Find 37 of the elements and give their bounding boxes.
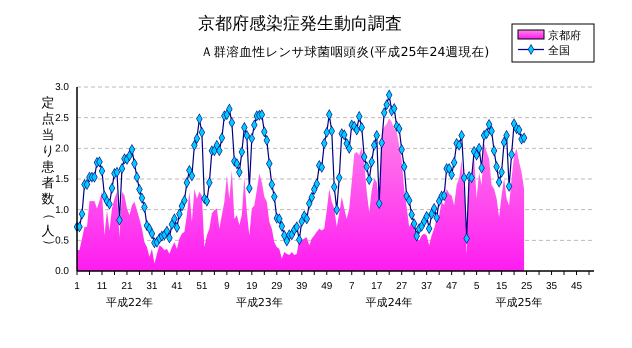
y-tick-label: 1.5 [55, 174, 70, 186]
x-tick-label: 25 [521, 281, 533, 292]
x-tick-label: 51 [196, 281, 208, 292]
x-tick-label: 19 [246, 281, 258, 292]
x-tick-label: 15 [496, 281, 508, 292]
text: 平成25年 [496, 296, 543, 309]
legend-label: 全国 [548, 44, 570, 57]
y-tick-label: 0.5 [55, 236, 70, 247]
y-tick-label: 0.0 [55, 266, 70, 278]
x-tick-label: 35 [546, 281, 558, 292]
y-tick-label: 2.5 [55, 112, 70, 124]
chart-title: 京都府感染症発生動向調査 [198, 14, 402, 34]
x-tick-label: 49 [321, 281, 333, 292]
y-tick-label: 3.0 [55, 82, 70, 94]
x-tick-label: 17 [371, 281, 383, 292]
text: 平成24年 [366, 296, 413, 309]
x-tick-label: 9 [224, 281, 230, 292]
x-tick-label: 1 [74, 281, 80, 292]
x-tick-label: 41 [171, 281, 183, 292]
x-tick-label: 11 [96, 281, 108, 292]
x-tick-label: 45 [570, 281, 583, 292]
legend-label: 京都府 [548, 29, 581, 42]
y-tick-label: 2.0 [55, 144, 70, 155]
x-tick-label: 37 [421, 281, 433, 292]
x-tick-label: 31 [146, 281, 158, 292]
x-tick-label: 47 [446, 281, 458, 292]
x-tick-label: 5 [474, 281, 480, 292]
x-tick-label: 27 [396, 281, 408, 292]
x-tick-label: 7 [348, 281, 355, 292]
y-tick-label: 1.0 [55, 204, 70, 216]
x-tick-label: 21 [121, 281, 133, 292]
x-tick-label: 29 [271, 281, 283, 292]
chart-subtitle: Ａ群溶血性レンサ球菌咽頭炎(平成25年24週現在) [200, 44, 490, 59]
text: 平成23年 [236, 296, 283, 309]
x-tick-label: 39 [296, 281, 308, 292]
text: 平成22年 [106, 296, 153, 309]
text: 定点当り患者数（人） [42, 96, 56, 252]
